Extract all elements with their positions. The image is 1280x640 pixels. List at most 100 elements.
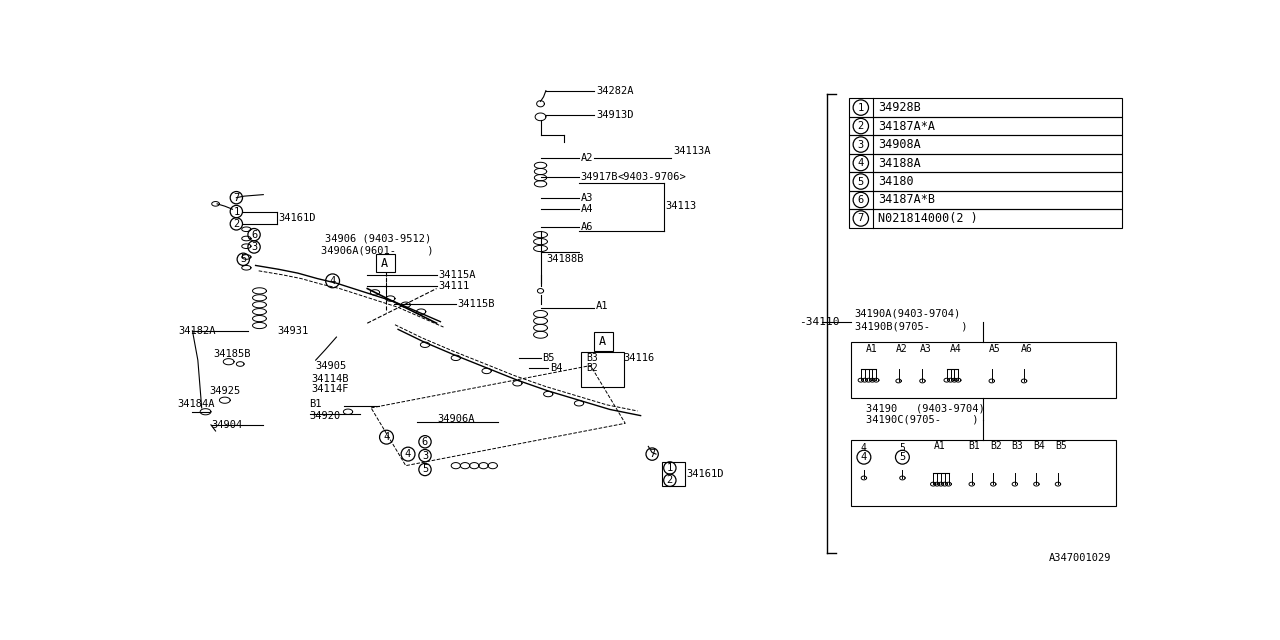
Text: 34906A(9601-     ): 34906A(9601- ) <box>321 245 434 255</box>
Text: 7: 7 <box>649 449 655 459</box>
Text: A6: A6 <box>581 222 593 232</box>
Text: A6: A6 <box>1021 344 1033 354</box>
Text: 34931: 34931 <box>278 326 308 336</box>
Text: 6: 6 <box>251 230 257 239</box>
Text: 2: 2 <box>233 219 239 229</box>
Text: 1: 1 <box>667 463 673 473</box>
Text: 5: 5 <box>900 452 905 462</box>
Text: 5: 5 <box>858 177 864 186</box>
Text: 34913D: 34913D <box>596 110 634 120</box>
Text: B5: B5 <box>1055 442 1066 451</box>
Text: 4: 4 <box>329 276 335 286</box>
Bar <box>594 332 613 351</box>
Bar <box>849 172 1121 191</box>
Text: 34190A(9403-9704): 34190A(9403-9704) <box>855 309 961 319</box>
Text: 34180: 34180 <box>878 175 914 188</box>
Bar <box>581 353 623 387</box>
Text: B4: B4 <box>1033 442 1044 451</box>
Text: 34188A: 34188A <box>878 157 920 170</box>
Text: N021814000(2 ): N021814000(2 ) <box>878 212 978 225</box>
Text: 34188B: 34188B <box>547 253 584 264</box>
Text: <9403-9706>: <9403-9706> <box>617 172 686 182</box>
Bar <box>849 154 1121 172</box>
Text: 34115B: 34115B <box>457 299 495 309</box>
Text: B5: B5 <box>541 353 554 363</box>
Text: 5: 5 <box>422 465 428 474</box>
Text: 5: 5 <box>241 254 247 264</box>
Bar <box>662 462 685 486</box>
Text: 4: 4 <box>860 452 867 462</box>
Text: B4: B4 <box>549 363 562 373</box>
Text: A1: A1 <box>596 301 608 311</box>
Text: 34161D: 34161D <box>687 469 724 479</box>
Text: A347001029: A347001029 <box>1048 553 1111 563</box>
Text: 34908A: 34908A <box>878 138 920 151</box>
Text: 34905: 34905 <box>316 360 347 371</box>
Text: 4: 4 <box>384 432 389 442</box>
Text: 34116: 34116 <box>623 353 655 363</box>
Text: A4: A4 <box>581 204 593 214</box>
Text: 34920: 34920 <box>310 411 340 420</box>
Text: 34190   (9403-9704): 34190 (9403-9704) <box>867 404 986 413</box>
Text: A5: A5 <box>988 344 1001 354</box>
Bar <box>849 209 1121 228</box>
Text: 4: 4 <box>404 449 411 459</box>
Text: 34187A*B: 34187A*B <box>878 193 934 207</box>
Text: B1: B1 <box>310 399 323 409</box>
Text: 2: 2 <box>667 476 673 485</box>
Bar <box>849 117 1121 135</box>
Bar <box>851 342 1116 398</box>
Text: -34110: -34110 <box>799 317 840 326</box>
Bar <box>851 440 1116 506</box>
Text: B3: B3 <box>586 353 599 363</box>
Text: 1: 1 <box>233 207 239 216</box>
Text: 34114F: 34114F <box>312 385 349 394</box>
Text: B2: B2 <box>586 363 599 373</box>
Text: B1: B1 <box>969 442 980 451</box>
Text: 34111: 34111 <box>438 281 470 291</box>
Text: A3: A3 <box>919 344 931 354</box>
Text: 34187A*A: 34187A*A <box>878 120 934 132</box>
Text: 34182A: 34182A <box>179 326 216 336</box>
Text: A: A <box>381 257 388 269</box>
Text: 34904: 34904 <box>211 420 242 430</box>
Text: 34190C(9705-     ): 34190C(9705- ) <box>867 415 979 424</box>
Text: 4: 4 <box>861 443 867 453</box>
Text: 34115A: 34115A <box>438 271 476 280</box>
Text: B2: B2 <box>991 442 1002 451</box>
Text: 34113A: 34113A <box>673 146 710 156</box>
Text: 34282A: 34282A <box>596 86 634 95</box>
Text: 7: 7 <box>233 193 239 203</box>
Text: 7: 7 <box>858 214 864 223</box>
Bar <box>376 254 396 273</box>
Text: 5: 5 <box>900 443 905 453</box>
Text: 3: 3 <box>858 140 864 150</box>
Text: 34161D: 34161D <box>279 212 316 223</box>
Text: 2: 2 <box>858 121 864 131</box>
Text: A4: A4 <box>950 344 961 354</box>
Text: 6: 6 <box>858 195 864 205</box>
Text: 3: 3 <box>422 451 428 461</box>
Text: 34906A: 34906A <box>438 415 475 424</box>
Bar <box>849 135 1121 154</box>
Text: B3: B3 <box>1011 442 1024 451</box>
Text: 34185B: 34185B <box>214 349 251 359</box>
Text: 34114B: 34114B <box>312 374 349 383</box>
Text: 34190B(9705-     ): 34190B(9705- ) <box>855 321 968 332</box>
Text: 1: 1 <box>858 102 864 113</box>
Bar <box>849 191 1121 209</box>
Text: A2: A2 <box>581 153 593 163</box>
Text: 34925: 34925 <box>210 386 241 396</box>
Text: 6: 6 <box>422 436 428 447</box>
Text: A: A <box>599 335 607 348</box>
Text: 34928B: 34928B <box>878 101 920 114</box>
Bar <box>849 99 1121 117</box>
Text: A3: A3 <box>581 193 593 204</box>
Text: 4: 4 <box>858 158 864 168</box>
Text: 34113: 34113 <box>666 201 696 211</box>
Text: 34184A: 34184A <box>177 399 215 409</box>
Text: A1: A1 <box>865 344 877 354</box>
Text: 34906 (9403-9512): 34906 (9403-9512) <box>325 234 431 243</box>
Text: 34917B: 34917B <box>581 172 618 182</box>
Text: A1: A1 <box>934 442 946 451</box>
